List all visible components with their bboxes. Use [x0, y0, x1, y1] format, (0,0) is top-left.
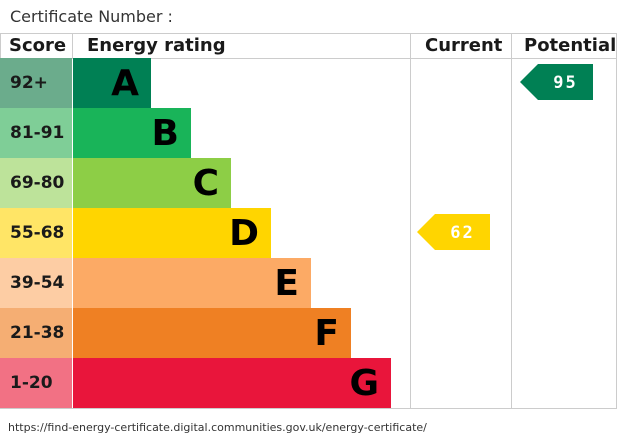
current-rating-arrow: 62	[417, 214, 490, 250]
score-header-divider	[72, 33, 73, 58]
rating-bar-c: C	[73, 158, 231, 208]
certificate-url: https://find-energy-certificate.digital.…	[8, 421, 427, 434]
current-rating-value: 62	[450, 223, 474, 243]
potential-rating-arrow: 95	[520, 64, 593, 100]
score-range-a: 92+	[0, 58, 72, 108]
energy-rating-column-header: Energy rating	[87, 35, 226, 56]
rating-bar-d: D	[73, 208, 271, 258]
epc-chart: Score Energy rating Current Potential 92…	[0, 33, 617, 409]
score-range-g: 1-20	[0, 358, 72, 408]
grid-bottom-line	[0, 408, 617, 409]
rating-letter-g: G	[349, 363, 379, 404]
score-column-header: Score	[9, 35, 67, 56]
rating-bar-b: B	[73, 108, 191, 158]
potential-rating-value: 95	[553, 73, 577, 93]
score-range-b: 81-91	[0, 108, 72, 158]
grid-right-line	[616, 33, 617, 409]
rating-bar-e: E	[73, 258, 311, 308]
rating-bar-f: F	[73, 308, 351, 358]
score-range-c: 69-80	[0, 158, 72, 208]
current-left-line	[410, 33, 411, 409]
certificate-number-label: Certificate Number :	[10, 7, 173, 26]
score-range-e: 39-54	[0, 258, 72, 308]
rating-letter-c: C	[192, 163, 219, 204]
rating-letter-d: D	[229, 213, 259, 254]
rating-letter-a: A	[111, 63, 139, 104]
rating-bar-a: A	[73, 58, 151, 108]
rating-bar-g: G	[73, 358, 391, 408]
potential-rating-arrow-shape	[520, 64, 593, 100]
score-range-d: 55-68	[0, 208, 72, 258]
potential-left-line	[511, 33, 512, 409]
rating-letter-e: E	[274, 263, 299, 304]
score-range-f: 21-38	[0, 308, 72, 358]
grid-top-line	[0, 33, 617, 34]
header-divider-line	[0, 58, 617, 59]
rating-letter-f: F	[314, 313, 339, 354]
current-column-header: Current	[425, 35, 503, 56]
current-rating-arrow-shape	[417, 214, 490, 250]
rating-letter-b: B	[151, 113, 179, 154]
potential-column-header: Potential	[524, 35, 617, 56]
